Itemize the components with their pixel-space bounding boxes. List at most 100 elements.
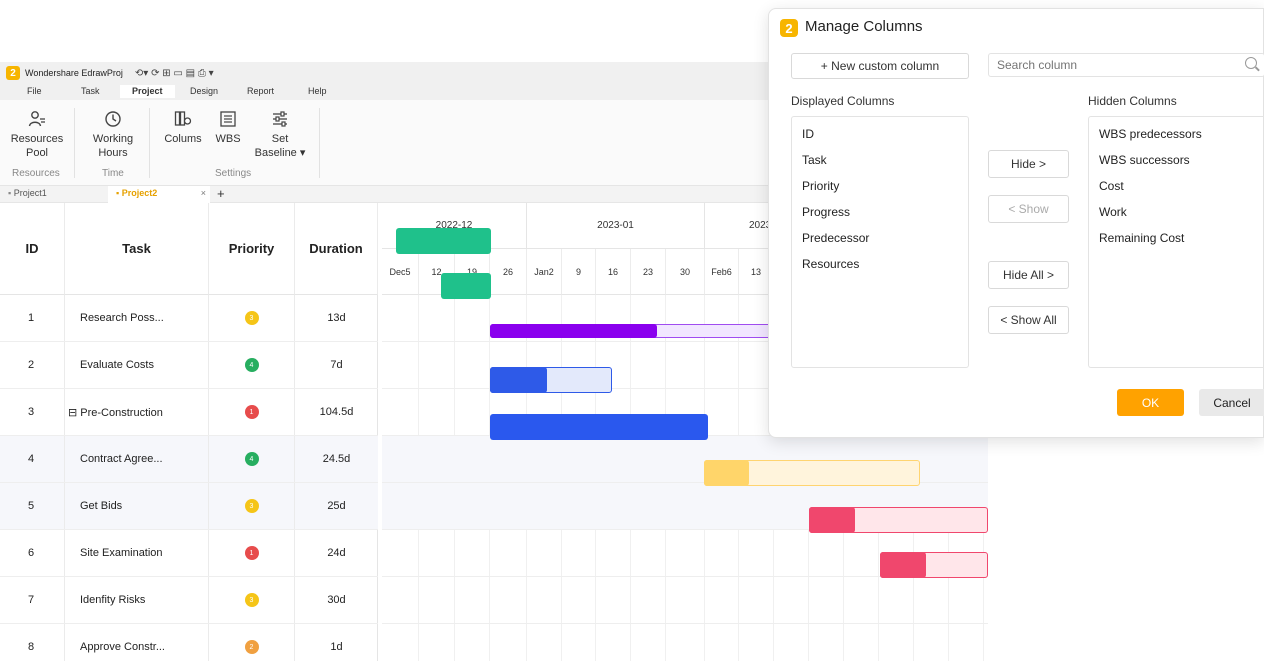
show-button[interactable]: < Show [988, 195, 1069, 223]
close-tab-icon[interactable]: × [200, 188, 206, 198]
task-priority: 1 [209, 530, 295, 576]
column-header-task[interactable]: Task [65, 203, 209, 295]
gantt-task-bar[interactable] [490, 324, 657, 338]
gantt-task-bar[interactable] [490, 367, 547, 393]
tab-project2[interactable]: ▪ Project2 × [108, 186, 210, 203]
manage-columns-dialog: 2 Manage Columns + New custom column Dis… [768, 8, 1264, 438]
menu-design[interactable]: Design [190, 86, 219, 96]
task-grid: ID Task Priority Duration 1 Research Poss… [0, 203, 378, 661]
hide-all-button[interactable]: Hide All > [988, 261, 1069, 289]
dialog-title: Manage Columns [805, 18, 923, 35]
task-name[interactable]: Evaluate Costs [65, 342, 209, 388]
tab-project1[interactable]: ▪ Project1 [8, 188, 47, 198]
timeline-month: 2023-01 [527, 203, 705, 249]
columns-button[interactable]: Colums [160, 110, 206, 146]
displayed-column-item[interactable]: Predecessor [802, 231, 870, 245]
hidden-columns-label: Hidden Columns [1088, 94, 1177, 108]
task-name[interactable]: Site Examination [65, 530, 209, 576]
gantt-task-bar[interactable] [880, 552, 926, 578]
hidden-column-item[interactable]: WBS predecessors [1099, 127, 1202, 141]
task-duration: 7d [330, 359, 343, 371]
working-hours-button[interactable]: Working Hours [88, 110, 138, 160]
working-hours-label-2: Hours [98, 147, 128, 159]
menu-project[interactable]: Project [120, 85, 175, 98]
ribbon-separator [319, 108, 320, 178]
hide-button[interactable]: Hide > [988, 150, 1069, 178]
timeline-day: 23 [631, 249, 666, 295]
column-header-id[interactable]: ID [0, 203, 65, 295]
displayed-columns-label: Displayed Columns [791, 94, 895, 108]
working-hours-label-1: Working [92, 133, 134, 145]
ok-button[interactable]: OK [1117, 389, 1184, 416]
timeline-day: 30 [666, 249, 705, 295]
app-logo-icon: 2 [6, 66, 20, 80]
table-row[interactable]: 7 Idenfity Risks 3 30d [0, 577, 378, 624]
hidden-column-item[interactable]: WBS successors [1099, 153, 1190, 167]
table-row[interactable]: 3 ⊟ Pre-Construction 1 104.5d [0, 389, 378, 436]
column-header-duration[interactable]: Duration [295, 203, 378, 295]
menu-bar: File Task Project Design Report Help [0, 84, 1010, 100]
menu-help[interactable]: Help [308, 86, 327, 96]
task-priority: 2 [209, 624, 295, 661]
sliders-icon [252, 110, 308, 130]
displayed-column-item[interactable]: ID [802, 127, 814, 141]
table-row[interactable]: 6 Site Examination 1 24d [0, 530, 378, 577]
menu-task[interactable]: Task [81, 86, 100, 96]
table-row[interactable]: 5 Get Bids 3 25d [0, 483, 378, 530]
hidden-column-item[interactable]: Cost [1099, 179, 1124, 193]
gantt-task-bar[interactable] [704, 460, 749, 486]
search-column-input[interactable] [988, 53, 1264, 77]
task-id: 7 [0, 577, 65, 623]
search-icon[interactable] [1245, 57, 1257, 69]
cancel-button[interactable]: Cancel [1199, 389, 1264, 416]
task-name[interactable]: ⊟ Pre-Construction [65, 389, 209, 435]
wbs-button[interactable]: WBS [212, 110, 244, 146]
columns-settings-icon [160, 110, 206, 130]
timeline-day: 12 [419, 249, 455, 295]
gantt-task-bar[interactable] [490, 414, 708, 440]
hidden-column-item[interactable]: Work [1099, 205, 1127, 219]
priority-badge: 2 [244, 640, 259, 654]
timeline-day: Feb6 [705, 249, 739, 295]
set-baseline-button[interactable]: Set Baseline ▾ [252, 110, 308, 160]
timeline-day: Jan2 [527, 249, 562, 295]
displayed-column-item[interactable]: Task [802, 153, 827, 167]
add-tab-button[interactable]: + [217, 186, 225, 201]
task-name[interactable]: Get Bids [65, 483, 209, 529]
timeline-day: 26 [490, 249, 527, 295]
task-name[interactable]: Approve Constr... [65, 624, 209, 661]
task-id: 8 [0, 624, 65, 661]
show-all-button[interactable]: < Show All [988, 306, 1069, 334]
displayed-column-item[interactable]: Priority [802, 179, 840, 193]
document-icon: ▪ [116, 188, 122, 198]
task-duration: 24d [327, 547, 346, 559]
priority-badge: 3 [244, 311, 259, 325]
task-id: 3 [0, 389, 65, 435]
task-name[interactable]: Contract Agree... [65, 436, 209, 482]
displayed-column-item[interactable]: Resources [802, 257, 860, 271]
resources-pool-label-1: Resources [10, 133, 64, 145]
hidden-column-item[interactable]: Remaining Cost [1099, 231, 1185, 245]
resources-pool-button[interactable]: Resources Pool [8, 110, 66, 160]
document-tabs: ▪ Project1 ▪ Project2 × + [0, 186, 1010, 203]
column-header-priority[interactable]: Priority [209, 203, 295, 295]
priority-badge: 4 [244, 452, 259, 466]
table-row[interactable]: 1 Research Poss... 3 13d [0, 295, 378, 342]
task-id: 5 [0, 483, 65, 529]
quick-access-toolbar[interactable]: ⟲▾ ⟳ ⊞ ▭ ▤ ⎙ ▾ [134, 67, 214, 79]
menu-file[interactable]: File [27, 86, 42, 96]
menu-report[interactable]: Report [247, 86, 275, 96]
gantt-task-bar[interactable] [441, 273, 491, 299]
gantt-task-bar[interactable] [396, 228, 491, 254]
new-custom-column-button[interactable]: + New custom column [791, 53, 969, 79]
table-row[interactable]: 4 Contract Agree... 4 24.5d [0, 436, 378, 483]
table-row[interactable]: 8 Approve Constr... 2 1d [0, 624, 378, 661]
task-name[interactable]: Idenfity Risks [65, 577, 209, 623]
displayed-column-item[interactable]: Progress [802, 205, 851, 219]
task-name[interactable]: Research Poss... [65, 295, 209, 341]
gantt-task-bar[interactable] [809, 507, 855, 533]
table-row[interactable]: 2 Evaluate Costs 4 7d [0, 342, 378, 389]
task-id: 2 [0, 342, 65, 388]
timeline-day: 9 [562, 249, 596, 295]
hidden-columns-list: WBS predecessors WBS successors Cost Wor… [1088, 116, 1264, 368]
